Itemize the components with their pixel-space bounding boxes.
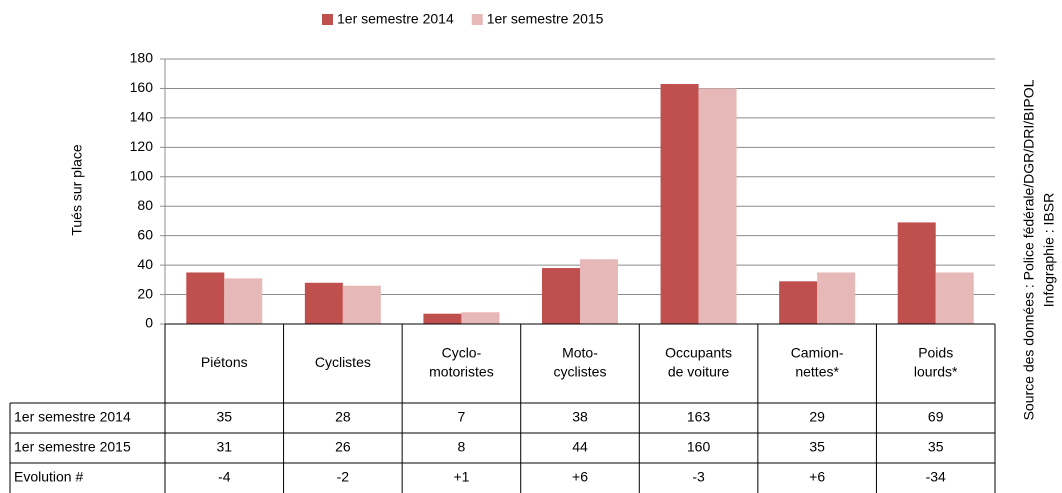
y-tick-label: 100 [130, 167, 154, 183]
bar [580, 259, 618, 324]
legend-swatch [471, 14, 483, 25]
table-cell: 31 [216, 439, 232, 455]
legend-label: 1er semestre 2014 [337, 11, 454, 27]
y-tick-label: 40 [137, 256, 153, 272]
bar [224, 278, 263, 324]
x-tick-label: Cyclo- [442, 345, 482, 361]
bar [817, 272, 856, 324]
table-cell: 160 [687, 439, 711, 455]
y-tick-label: 20 [137, 285, 153, 301]
y-tick-label: 60 [137, 226, 153, 242]
x-tick-label: Piétons [201, 354, 248, 370]
table-cell: +1 [453, 469, 469, 485]
bar [779, 281, 818, 324]
x-tick-label: Occupants [665, 345, 732, 361]
table-cell: 44 [572, 439, 588, 455]
y-tick-label: 180 [130, 50, 154, 66]
y-tick-label: 140 [130, 109, 154, 125]
table-cell: 38 [572, 409, 588, 425]
x-tick-label: cyclistes [554, 364, 607, 380]
bar [660, 84, 699, 325]
table-cell: 35 [216, 409, 232, 425]
table-cell: -34 [926, 469, 946, 485]
bar [897, 222, 936, 324]
x-tick-label: Moto- [562, 345, 598, 361]
table-cell: -4 [218, 469, 231, 485]
x-tick-label: lourds* [914, 364, 958, 380]
x-tick-label: Poids [918, 345, 953, 361]
table-cell: 7 [458, 409, 466, 425]
source-note: Source des données : Police fédérale/DGR… [1021, 79, 1037, 420]
row-label: 1er semestre 2015 [14, 439, 131, 455]
row-label: Evolution # [14, 469, 83, 485]
y-tick-label: 120 [130, 138, 154, 154]
table-cell: 35 [928, 439, 944, 455]
bar [542, 268, 580, 324]
bar [461, 312, 500, 324]
bar [423, 313, 462, 324]
x-tick-label: motoristes [429, 364, 494, 380]
bar [304, 282, 343, 324]
table-cell: 28 [335, 409, 351, 425]
table-cell: +6 [809, 469, 825, 485]
x-tick-label: Camion- [791, 345, 844, 361]
bar [186, 272, 225, 324]
table-cell: -3 [692, 469, 705, 485]
legend-label: 1er semestre 2015 [487, 11, 604, 27]
table-cell: +6 [572, 469, 588, 485]
table-cell: 69 [928, 409, 944, 425]
bar [342, 285, 381, 324]
table-cell: 29 [809, 409, 825, 425]
x-tick-label: Cyclistes [315, 354, 371, 370]
table-cell: -2 [337, 469, 350, 485]
bar [935, 272, 974, 324]
x-tick-label: nettes* [795, 364, 839, 380]
y-axis-label: Tués sur place [69, 144, 85, 236]
bar [698, 88, 737, 324]
table-cell: 26 [335, 439, 351, 455]
credit-note: Infographie : IBSR [1041, 193, 1057, 307]
legend-swatch [322, 14, 333, 25]
y-tick-label: 80 [137, 197, 153, 213]
y-tick-label: 160 [130, 79, 154, 95]
table-cell: 8 [458, 439, 466, 455]
x-tick-label: de voiture [668, 364, 730, 380]
table-cell: 35 [809, 439, 825, 455]
row-label: 1er semestre 2014 [14, 409, 131, 425]
table-cell: 163 [687, 409, 711, 425]
y-tick-label: 0 [145, 315, 153, 331]
